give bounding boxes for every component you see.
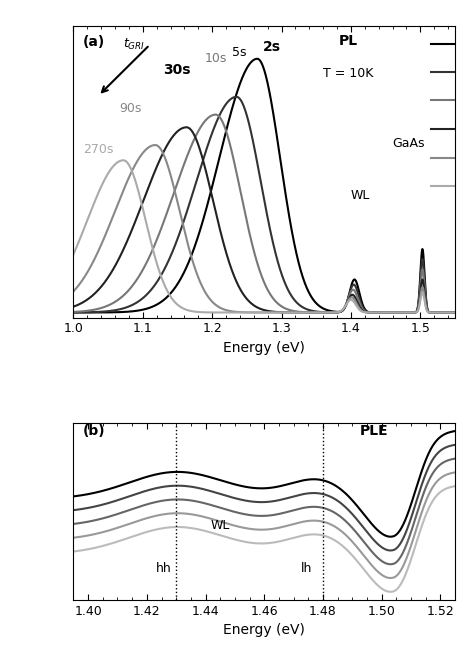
Text: hh: hh	[155, 562, 171, 575]
X-axis label: Energy (eV): Energy (eV)	[223, 341, 305, 355]
Text: 270s: 270s	[83, 143, 113, 155]
Text: WL: WL	[350, 190, 370, 203]
Text: (a): (a)	[83, 35, 105, 49]
Text: PLE: PLE	[360, 424, 388, 439]
Text: $t_{GRI}$: $t_{GRI}$	[123, 37, 145, 52]
Text: lh: lh	[301, 562, 312, 575]
Text: 90s: 90s	[119, 102, 142, 115]
Text: 10s: 10s	[205, 52, 228, 65]
Text: T = 10K: T = 10K	[323, 67, 374, 80]
Text: (b): (b)	[83, 424, 106, 437]
Text: GaAs: GaAs	[392, 137, 425, 150]
X-axis label: Energy (eV): Energy (eV)	[223, 623, 305, 637]
Text: 30s: 30s	[163, 63, 191, 77]
Text: PL: PL	[338, 34, 358, 48]
Text: 5s: 5s	[232, 46, 246, 59]
Text: 2s: 2s	[263, 41, 281, 54]
Text: WL: WL	[211, 519, 230, 532]
